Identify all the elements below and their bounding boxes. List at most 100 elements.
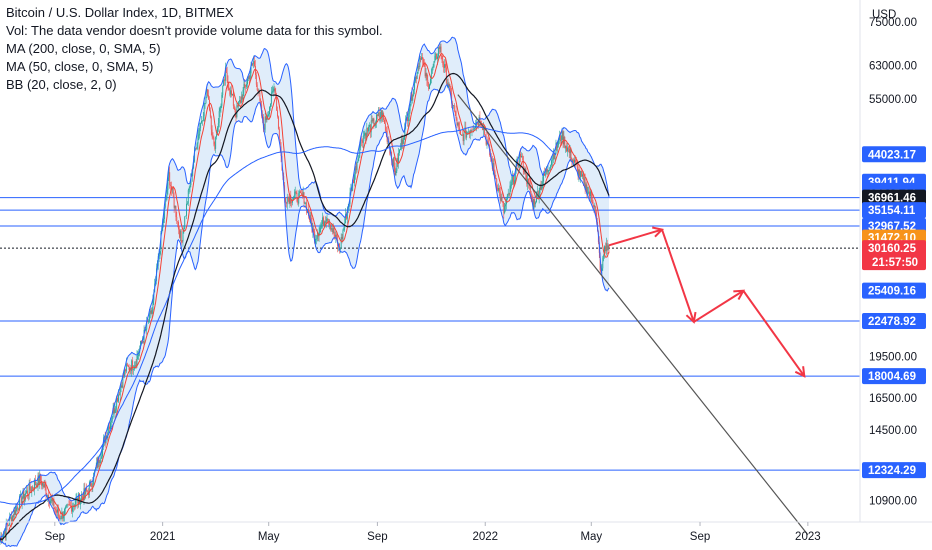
candle-body	[602, 257, 604, 269]
horizontal-levels[interactable]	[0, 197, 860, 471]
candle-body	[80, 495, 82, 500]
candle-body	[182, 231, 184, 242]
candle-body	[488, 142, 490, 145]
candle-body	[201, 120, 203, 122]
candle-body	[292, 199, 294, 203]
candle-body	[183, 227, 185, 232]
candle-body	[114, 409, 116, 413]
price-axis[interactable]: USD	[859, 0, 896, 522]
candle-body	[74, 503, 76, 507]
candle-body	[30, 489, 32, 492]
candle-body	[200, 122, 202, 129]
projection-segment	[693, 289, 744, 323]
candle-body	[345, 213, 347, 224]
candle-body	[288, 197, 290, 204]
candle-body	[439, 46, 441, 49]
candle-body	[377, 112, 379, 117]
candle-body	[235, 111, 237, 118]
candle-body	[148, 321, 149, 323]
projection-arrows[interactable]	[608, 226, 806, 378]
time-tick-label: 2021	[150, 531, 176, 543]
candle-body	[493, 163, 495, 172]
level-badge-bg	[862, 462, 926, 479]
candle-body	[362, 135, 364, 143]
candle-body	[110, 422, 111, 429]
candle-body	[396, 158, 398, 172]
candle-body	[548, 170, 550, 171]
candle-body	[357, 158, 359, 162]
candle-body	[178, 222, 179, 230]
candle-body	[278, 128, 280, 140]
candle-body	[603, 255, 605, 258]
candle-body	[225, 67, 227, 73]
trend-line[interactable]	[457, 94, 809, 536]
candle-body	[195, 148, 197, 149]
candle-body	[219, 108, 221, 112]
candle-body	[204, 103, 206, 104]
candle-body	[429, 84, 431, 89]
candle-body	[353, 174, 355, 184]
candle-body	[557, 145, 559, 148]
candle-body	[118, 394, 120, 396]
candle-body	[567, 147, 569, 149]
candle-body	[193, 161, 195, 169]
candle-body	[34, 481, 36, 486]
candle-body	[329, 224, 331, 225]
candle-body	[487, 141, 489, 143]
candle-body	[137, 355, 139, 356]
candle-body	[323, 221, 325, 227]
candle-body	[320, 225, 322, 228]
candle-body	[61, 511, 63, 519]
candle-body	[575, 161, 577, 164]
candle-body	[56, 510, 58, 513]
candle-body	[57, 509, 59, 516]
candle-body	[99, 461, 101, 463]
candle-body	[285, 197, 286, 203]
candle-body	[6, 523, 8, 526]
ma50-legend[interactable]: MA (50, close, 0, SMA, 5)	[6, 59, 154, 74]
candle-body	[254, 61, 256, 67]
candle-body	[306, 202, 308, 213]
candle-body	[44, 484, 46, 488]
candle-body	[578, 169, 580, 176]
candle-body	[581, 171, 583, 177]
ma200-legend[interactable]: MA (200, close, 0, SMA, 5)	[6, 41, 161, 56]
candle-body	[398, 152, 400, 163]
candle-body	[407, 117, 408, 122]
candle-body	[135, 365, 137, 366]
candle-body	[384, 123, 386, 131]
candle-body	[72, 507, 73, 512]
time-tick-label: Sep	[367, 531, 387, 543]
bb-legend[interactable]: BB (20, close, 2, 0)	[6, 77, 117, 92]
candle-body	[71, 505, 73, 512]
candle-body	[168, 172, 170, 178]
candle-body	[111, 417, 113, 421]
candle-body	[11, 517, 12, 523]
candle-body	[568, 148, 570, 154]
candle-body	[140, 341, 141, 349]
candle-body	[248, 76, 250, 80]
candle-body	[432, 66, 434, 68]
candle-body	[100, 458, 102, 462]
symbol-title[interactable]: Bitcoin / U.S. Dollar Index, 1D, BITMEX	[6, 5, 234, 20]
candle-body	[205, 97, 207, 104]
candle-body	[162, 222, 164, 232]
candle-body	[209, 99, 210, 111]
candle-body	[313, 228, 315, 232]
candle-body	[452, 105, 454, 106]
candle-body	[433, 61, 435, 67]
candle-body	[79, 493, 80, 505]
candle-body	[173, 196, 175, 208]
time-axis[interactable]: Sep 2021 May Sep 2022 May Sep 2023	[0, 521, 932, 543]
candle-body	[538, 192, 540, 198]
candle-body	[258, 92, 260, 94]
price-tick-label: 75000.00	[869, 17, 917, 29]
candle-body	[358, 157, 360, 159]
candle-body	[201, 120, 202, 123]
candle-body	[97, 457, 99, 468]
candle-body	[17, 507, 19, 510]
candle-body	[69, 505, 71, 506]
candle-body	[554, 153, 556, 159]
candle-body	[146, 321, 148, 330]
